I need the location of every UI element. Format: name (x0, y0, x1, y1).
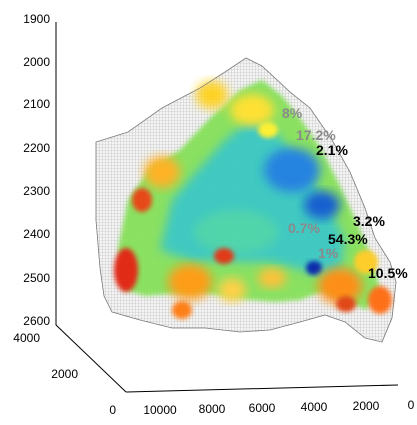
annotation-label: 3.2% (353, 213, 385, 229)
annotation-label: 17.2% (296, 127, 336, 143)
x-tick-label: 2000 (353, 399, 380, 413)
z-tick-label: 1900 (23, 12, 50, 26)
axis-lines (55, 22, 399, 393)
z-tick-label: 2500 (23, 271, 50, 285)
z-tick-label: 2000 (23, 55, 50, 69)
z-tick-label: 2100 (23, 97, 50, 111)
y-tick-label: 2000 (51, 367, 78, 381)
annotation-label: 8% (282, 105, 303, 121)
annotation-label: 10.5% (368, 265, 408, 281)
x-tick-label: 10000 (143, 403, 177, 417)
surface (95, 57, 397, 343)
x-tick-label: 8000 (199, 402, 226, 416)
y-axis-ticks: 4000 2000 0 (13, 331, 116, 417)
annotation-label: 0.7% (288, 220, 320, 236)
annotations: 8% 17.2% 2.1% 3.2% 0.7% 54.3% 1% 10.5% (282, 105, 408, 281)
z-tick-label: 2200 (23, 141, 50, 155)
y-tick-label: 4000 (13, 331, 40, 345)
y-axis-line (55, 324, 127, 393)
z-tick-label: 2400 (23, 227, 50, 241)
z-tick-label: 2300 (23, 184, 50, 198)
annotation-label: 1% (318, 245, 339, 261)
surface-outline (95, 57, 397, 343)
annotation-label: 2.1% (316, 142, 348, 158)
x-tick-label: 0 (408, 398, 415, 412)
z-axis-ticks: 1900 2000 2100 2200 2300 2400 2500 2600 (23, 12, 50, 328)
x-tick-label: 4000 (301, 400, 328, 414)
y-tick-label: 0 (109, 403, 116, 417)
x-axis-ticks: 10000 8000 6000 4000 2000 0 (143, 398, 414, 417)
x-tick-label: 6000 (249, 401, 276, 415)
x-axis-line (125, 384, 399, 393)
annotation-label: 54.3% (328, 231, 368, 247)
surface-colors (114, 80, 392, 319)
z-tick-label: 2600 (23, 314, 50, 328)
